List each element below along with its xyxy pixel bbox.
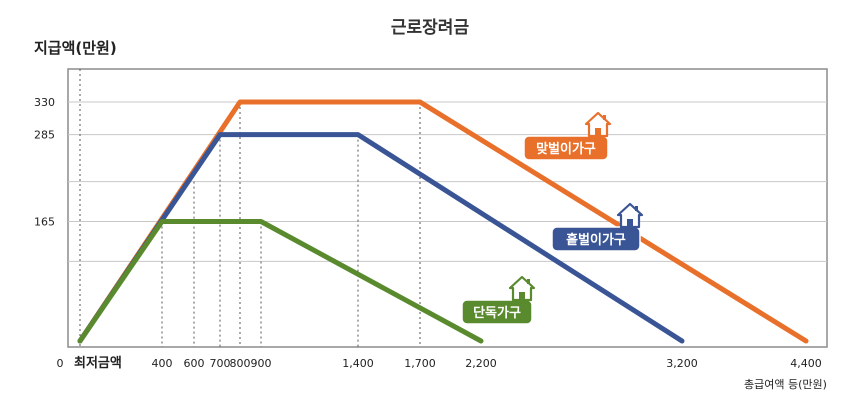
plot-area bbox=[67, 68, 828, 348]
series-lines bbox=[77, 99, 809, 344]
x-tick-label: 2,200 bbox=[465, 357, 497, 370]
y-axis-label: 지급액(만원) bbox=[34, 39, 117, 57]
x-tick-label: 1,700 bbox=[404, 357, 436, 370]
x-tick-label: 4,400 bbox=[790, 357, 822, 370]
series-label-1: 맞벌이가구 bbox=[523, 111, 612, 161]
reference-lines bbox=[79, 69, 421, 347]
series-label-text: 단독가구 bbox=[473, 305, 521, 321]
x-tick-label: 1,400 bbox=[342, 357, 374, 370]
y-tick-label: 330 bbox=[34, 96, 55, 109]
grid-lines bbox=[68, 101, 827, 262]
x-tick-label: 400 bbox=[152, 357, 173, 370]
series-label-box bbox=[523, 135, 609, 161]
min-amount-label: 최저금액 bbox=[74, 356, 122, 371]
chart-title: 근로장려금 bbox=[391, 18, 470, 38]
series-label-2: 홑벌이가구 bbox=[551, 202, 644, 252]
x-tick-labels: 400 600 700 800 900 1,400 1,700 2,200 3,200 4,400 bbox=[152, 357, 822, 370]
x-tick-label: 900 bbox=[251, 357, 272, 370]
y-tick-label: 285 bbox=[34, 129, 55, 142]
series-label-text: 맞벌이가구 bbox=[536, 141, 596, 157]
y-tick-label: 165 bbox=[34, 216, 55, 229]
y-origin-label: 0 bbox=[57, 357, 64, 370]
x-tick-label: 600 bbox=[184, 357, 205, 370]
house-icon bbox=[584, 111, 612, 138]
series-label-box bbox=[551, 226, 641, 252]
x-axis-label: 총급여액 등(만원) bbox=[744, 378, 827, 391]
house-icon bbox=[616, 202, 644, 229]
house-icon bbox=[508, 275, 536, 302]
series-label-3: 단독가구 bbox=[461, 275, 536, 325]
x-tick-label: 3,200 bbox=[666, 357, 698, 370]
series-label-text: 홑벌이가구 bbox=[566, 232, 626, 248]
x-tick-label: 800 bbox=[230, 357, 251, 370]
y-tick-labels: 165 285 330 bbox=[34, 96, 55, 229]
series-line-3 bbox=[77, 219, 484, 344]
x-tick-label: 700 bbox=[210, 357, 231, 370]
series-label-box bbox=[461, 299, 533, 325]
